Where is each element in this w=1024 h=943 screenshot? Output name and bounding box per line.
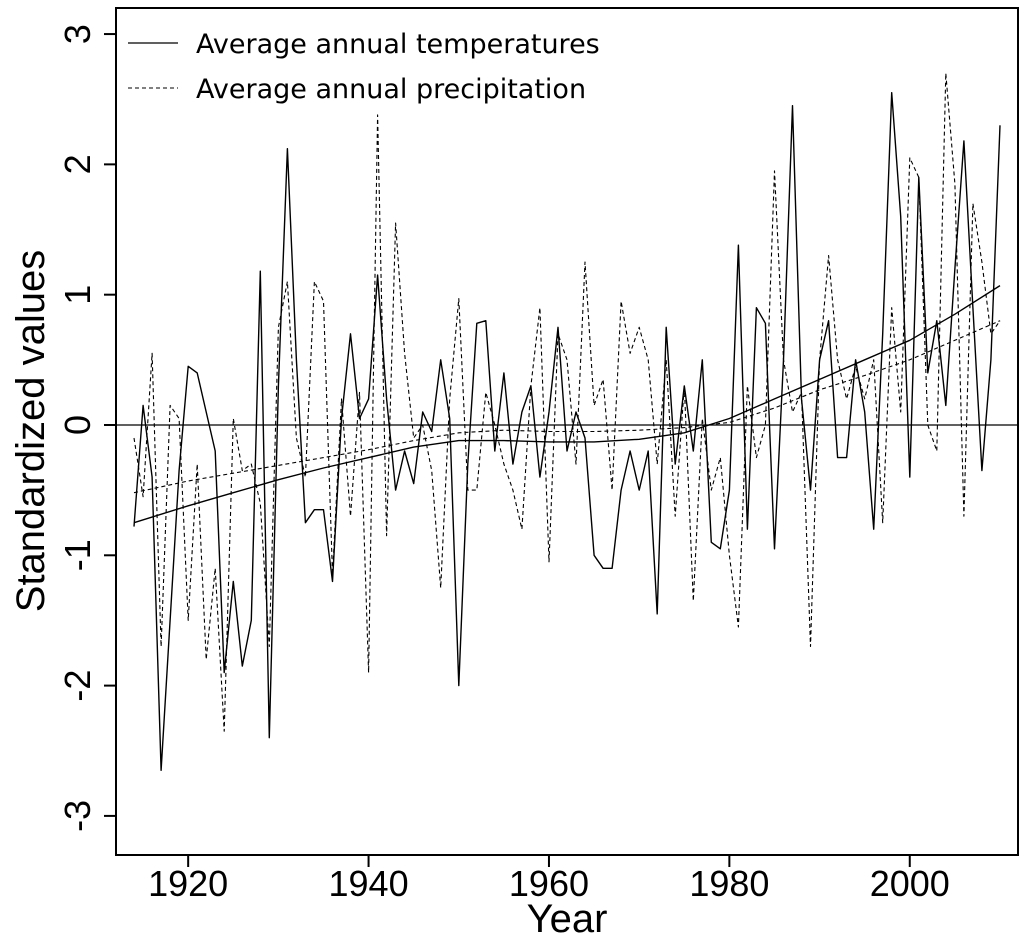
legend: Average annual temperatures Average annu… [128,29,600,105]
y-tick-label: 0 [57,415,98,435]
y-tick-label: 1 [57,285,98,305]
trend-line-temperatures [133,285,1001,524]
y-tick-label: -3 [57,800,98,832]
x-tick-label: 1980 [689,863,769,904]
series-layer [116,72,1018,771]
y-axis-title: Standardized values [9,250,53,612]
series-line-precipitation [133,72,1001,732]
series-line-temperatures [133,91,1001,771]
legend-label-precipitation: Average annual precipitation [196,74,586,105]
trend-line-precipitation [133,320,1001,494]
y-tick-label: 2 [57,154,98,174]
plot-frame [115,7,1019,856]
axis-ticks: 1920 1940 1960 1980 2000 -3 -2 -1 0 1 2 3 [57,24,950,904]
x-tick-label: 1940 [329,863,409,904]
x-axis-title: Year [527,897,608,941]
y-tick-label: -2 [57,670,98,702]
x-tick-label: 1920 [148,863,228,904]
y-tick-label: -1 [57,539,98,571]
y-tick-label: 3 [57,24,98,44]
x-tick-label: 2000 [870,863,950,904]
x-tick-label: 1960 [509,863,589,904]
legend-label-temperatures: Average annual temperatures [196,29,600,60]
